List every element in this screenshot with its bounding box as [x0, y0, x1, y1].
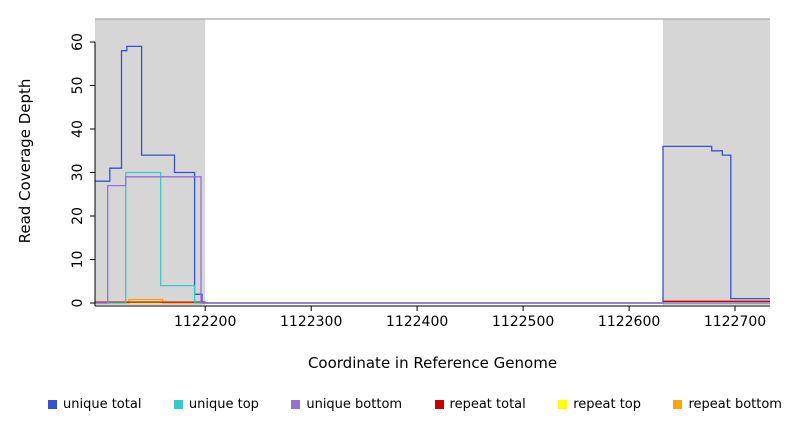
x-tick-label: 1122400	[386, 314, 448, 330]
shaded-region	[95, 19, 206, 305]
legend-swatch-repeat-bottom	[673, 400, 683, 409]
x-tick-label: 1122600	[598, 314, 660, 330]
legend-label-repeat-top: repeat top	[573, 397, 641, 412]
y-tick-label: 10	[70, 251, 86, 269]
y-tick-label: 30	[70, 164, 86, 182]
legend-item-repeat-top: repeat top	[558, 397, 641, 412]
y-tick-label: 40	[70, 120, 86, 138]
y-tick-label: 0	[70, 299, 86, 308]
y-axis-title: Read Coverage Depth	[16, 78, 34, 244]
legend-label-repeat-bottom: repeat bottom	[688, 397, 782, 412]
legend-item-repeat-total: repeat total	[434, 397, 526, 412]
legend-label-unique-total: unique total	[63, 397, 142, 412]
x-tick-label: 1122700	[704, 314, 766, 330]
legend-swatch-repeat-top	[558, 400, 568, 409]
x-axis-title: Coordinate in Reference Genome	[307, 354, 558, 372]
series-line-unique-total	[95, 45, 770, 304]
x-tick-label: 1122200	[174, 314, 236, 330]
y-tick-label: 60	[70, 33, 86, 51]
x-tick-label: 1122500	[492, 314, 554, 330]
x-tick-label: 1122300	[280, 314, 342, 330]
legend-swatch-unique-bottom	[291, 400, 301, 409]
legend-label-unique-top: unique top	[188, 397, 259, 412]
shaded-region	[663, 19, 770, 305]
y-tick-label: 20	[70, 207, 86, 225]
legend-label-repeat-total: repeat total	[449, 397, 526, 412]
series-line-unique-bottom	[95, 176, 770, 304]
legend-item-repeat-bottom: repeat bottom	[673, 397, 782, 412]
legend-swatch-unique-total	[48, 400, 57, 409]
legend-swatch-repeat-total	[434, 400, 444, 409]
coverage-plot: 1122200 1122300 1122400 1122500 1122600 11227…	[70, 18, 770, 330]
legend-item-unique-total: unique total	[48, 397, 141, 412]
legend-swatch-unique-top	[173, 400, 183, 409]
y-tick-label: 50	[70, 77, 86, 95]
legend: unique total unique top unique bottom repea…	[48, 397, 782, 412]
legend-item-unique-bottom: unique bottom	[291, 397, 402, 412]
legend-label-unique-bottom: unique bottom	[306, 397, 403, 412]
series-line-unique-top	[95, 171, 770, 304]
legend-item-unique-top: unique top	[173, 397, 259, 412]
